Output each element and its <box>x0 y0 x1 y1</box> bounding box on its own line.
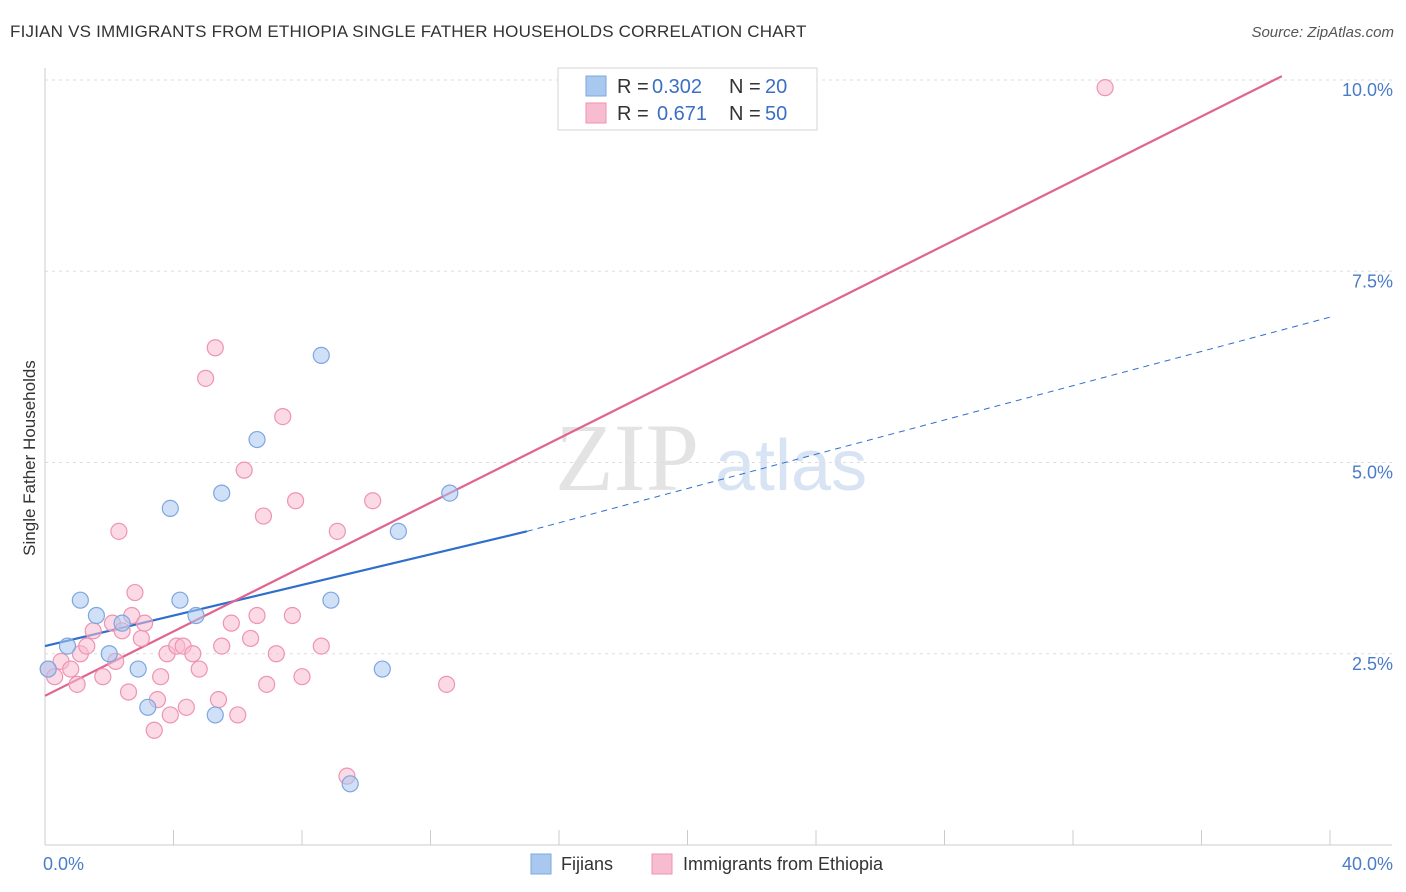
point-fijians-18 <box>389 522 407 540</box>
legend-r-value-1: 0.302 <box>652 76 702 98</box>
legend-n-label-1: N = <box>729 76 761 98</box>
point-ethiopia-6 <box>78 637 96 655</box>
y-tick-label-1: 5.0% <box>1352 463 1393 483</box>
point-ethiopia-13 <box>119 683 138 701</box>
point-ethiopia-31 <box>213 637 231 655</box>
point-ethiopia-39 <box>267 645 285 663</box>
point-ethiopia-11 <box>110 522 128 540</box>
grid-lines: 2.5% 5.0% 7.5% 10.0% <box>45 79 1393 674</box>
watermark-zip: ZIP <box>555 404 699 511</box>
point-fijians-9 <box>171 591 189 609</box>
point-ethiopia-26 <box>184 645 202 663</box>
bottom-legend-label-ethiopia: Immigrants from Ethiopia <box>683 854 884 874</box>
point-fijians-19 <box>441 484 459 502</box>
y-axis-label: Single Father Households <box>20 360 39 556</box>
point-ethiopia-37 <box>254 507 273 525</box>
point-fijians-10 <box>187 606 205 625</box>
point-fijians-3 <box>87 606 106 625</box>
point-ethiopia-7 <box>84 622 102 640</box>
legend-r-label-1: R = <box>617 76 649 98</box>
legend: R = 0.302 N = 20 R = 0.671 N = 50 <box>557 67 818 131</box>
point-ethiopia-17 <box>135 614 154 632</box>
point-ethiopia-49 <box>1096 79 1114 97</box>
point-ethiopia-45 <box>328 522 346 540</box>
point-fijians-1 <box>58 637 77 655</box>
point-fijians-7 <box>139 698 157 716</box>
point-ethiopia-25 <box>177 698 195 716</box>
point-fijians-15 <box>322 591 340 609</box>
point-ethiopia-8 <box>94 668 112 686</box>
point-fijians-14 <box>312 346 330 364</box>
point-ethiopia-42 <box>286 492 305 510</box>
point-ethiopia-40 <box>274 408 292 426</box>
point-ethiopia-30 <box>209 691 228 709</box>
point-ethiopia-41 <box>283 606 301 625</box>
x-tick-label-max: 40.0% <box>1342 854 1393 874</box>
point-ethiopia-27 <box>190 660 208 678</box>
point-fijians-13 <box>248 430 266 449</box>
point-ethiopia-34 <box>235 461 253 479</box>
data-points <box>39 79 1114 793</box>
legend-n-value-2: 50 <box>765 103 787 125</box>
bottom-legend-label-fijians: Fijians <box>561 854 613 874</box>
y-tick-label-2: 7.5% <box>1352 271 1393 291</box>
point-ethiopia-48 <box>437 675 456 693</box>
point-ethiopia-35 <box>242 629 260 648</box>
legend-n-value-1: 20 <box>765 76 787 98</box>
point-ethiopia-44 <box>312 637 330 655</box>
point-ethiopia-36 <box>248 606 266 625</box>
point-fijians-11 <box>206 706 224 724</box>
point-ethiopia-33 <box>229 706 247 724</box>
point-fijians-8 <box>161 499 179 517</box>
point-ethiopia-38 <box>258 675 276 693</box>
source-label: Source: ZipAtlas.com <box>1251 24 1394 41</box>
point-fijians-2 <box>71 591 89 609</box>
bottom-legend-swatch-fijians <box>530 853 552 875</box>
axes <box>44 68 1392 846</box>
point-fijians-6 <box>129 660 147 678</box>
point-ethiopia-16 <box>132 629 150 648</box>
point-ethiopia-43 <box>293 668 311 686</box>
point-ethiopia-18 <box>145 721 163 739</box>
chart-title: FIJIAN VS IMMIGRANTS FROM ETHIOPIA SINGL… <box>10 22 807 41</box>
legend-swatch-fijians <box>585 75 607 97</box>
bottom-legend: Fijians Immigrants from Ethiopia <box>530 853 884 875</box>
legend-r-label-2: R = <box>617 103 649 125</box>
point-fijians-0 <box>39 660 57 678</box>
point-ethiopia-15 <box>126 583 144 602</box>
point-ethiopia-28 <box>197 369 215 387</box>
legend-r-value-2: 0.671 <box>657 103 707 125</box>
point-fijians-16 <box>341 775 359 793</box>
point-fijians-12 <box>213 484 231 502</box>
point-ethiopia-20 <box>152 668 170 686</box>
point-fijians-17 <box>373 660 391 678</box>
point-ethiopia-47 <box>364 492 382 510</box>
point-ethiopia-22 <box>161 706 179 724</box>
point-ethiopia-29 <box>206 339 224 357</box>
trend-lines <box>44 75 1331 697</box>
point-ethiopia-3 <box>62 660 80 678</box>
point-fijians-4 <box>100 645 118 663</box>
legend-swatch-ethiopia <box>585 102 607 124</box>
bottom-legend-swatch-ethiopia <box>651 853 673 875</box>
point-ethiopia-4 <box>68 675 86 693</box>
legend-n-label-2: N = <box>729 103 761 125</box>
y-tick-label-0: 2.5% <box>1352 654 1393 674</box>
point-ethiopia-32 <box>222 614 240 632</box>
trend-line-ethiopia <box>44 75 1283 697</box>
point-fijians-5 <box>113 614 131 632</box>
watermark-atlas: atlas <box>715 426 867 506</box>
x-tick-label-min: 0.0% <box>43 854 84 874</box>
y-tick-label-3: 10.0% <box>1342 80 1393 100</box>
